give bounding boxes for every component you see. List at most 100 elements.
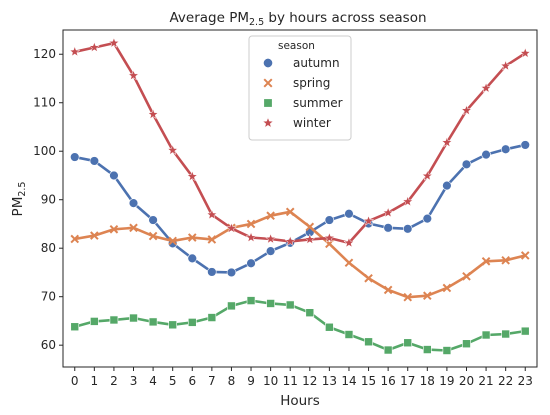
data-point-summer-19	[442, 346, 452, 355]
data-point-spring-15	[364, 273, 373, 283]
legend-item-winter: winter	[262, 116, 331, 130]
data-point-winter-17	[402, 195, 414, 207]
data-point-summer-14	[344, 330, 354, 339]
y-tick-label: 110	[33, 96, 56, 110]
legend-title: season	[278, 40, 315, 52]
data-point-summer-15	[364, 337, 373, 347]
x-tick-label: 11	[283, 374, 298, 388]
x-tick-label: 5	[169, 374, 177, 388]
data-point-winter-23	[519, 47, 531, 59]
legend-item-summer: summer	[263, 96, 343, 110]
x-tick-label: 0	[71, 374, 79, 388]
x-tick-label: 14	[341, 374, 356, 388]
data-point-winter-9	[245, 231, 257, 243]
data-point-winter-14	[343, 236, 355, 248]
data-point-summer-0	[70, 322, 80, 332]
data-point-summer-5	[168, 320, 177, 330]
data-point-winter-5	[167, 144, 179, 156]
data-point-winter-15	[362, 215, 375, 226]
x-tick-label: 21	[478, 374, 493, 388]
x-tick-label: 13	[322, 374, 337, 388]
data-point-winter-3	[127, 69, 140, 81]
data-point-spring-11	[285, 207, 295, 217]
data-point-autumn-10	[265, 246, 276, 256]
data-point-summer-23	[520, 326, 530, 336]
data-point-autumn-13	[324, 215, 335, 225]
legend-label-spring: spring	[293, 76, 330, 90]
data-point-winter-11	[284, 235, 296, 247]
data-point-spring-18	[423, 291, 432, 301]
data-point-summer-13	[325, 322, 334, 332]
data-point-winter-21	[480, 82, 492, 93]
data-point-autumn-18	[422, 213, 433, 224]
legend-item-autumn: autumn	[263, 56, 340, 70]
plot-frame	[62, 29, 538, 368]
legend-label-winter: winter	[293, 116, 331, 130]
data-point-autumn-4	[148, 215, 158, 225]
data-point-spring-21	[481, 256, 491, 266]
x-tick-label: 12	[302, 374, 317, 388]
data-point-winter-12	[304, 233, 316, 245]
legend: season autumn spring summer winter	[248, 35, 352, 141]
data-point-winter-6	[186, 170, 198, 182]
data-point-spring-3	[129, 223, 138, 233]
data-point-autumn-3	[128, 198, 139, 208]
y-axis-label-subscript: 2.5	[17, 182, 28, 197]
data-point-summer-6	[187, 318, 197, 327]
data-point-summer-4	[148, 317, 158, 327]
chart-title: Average PM2.5 by hours across season	[169, 10, 426, 28]
data-point-spring-12	[305, 222, 315, 232]
data-point-winter-7	[206, 208, 218, 220]
y-tick-label: 60	[41, 338, 56, 352]
data-point-spring-4	[148, 231, 158, 241]
data-point-summer-22	[501, 329, 510, 339]
data-point-autumn-9	[246, 258, 256, 268]
y-tick-label: 80	[41, 241, 56, 255]
data-point-spring-10	[266, 211, 275, 221]
data-point-spring-0	[70, 234, 80, 244]
legend-marker-spring	[263, 78, 273, 88]
data-point-spring-5	[168, 236, 177, 246]
x-tick-label: 18	[420, 374, 435, 388]
data-point-autumn-8	[226, 267, 237, 278]
data-point-autumn-14	[344, 209, 354, 219]
data-point-summer-20	[462, 339, 471, 349]
data-point-spring-7	[207, 235, 217, 244]
data-point-autumn-7	[207, 267, 217, 277]
x-tick-label: 22	[498, 374, 513, 388]
data-point-summer-17	[403, 338, 413, 348]
series-winter	[69, 37, 531, 248]
x-tick-label: 19	[439, 374, 454, 388]
x-tick-label: 8	[228, 374, 236, 388]
data-point-summer-12	[305, 308, 315, 317]
data-point-spring-17	[403, 292, 413, 302]
data-point-summer-10	[266, 299, 275, 308]
data-point-spring-14	[344, 258, 354, 268]
data-point-summer-11	[285, 300, 295, 310]
x-tick-label: 16	[380, 374, 395, 388]
data-point-autumn-23	[520, 140, 530, 150]
data-point-autumn-20	[461, 159, 472, 170]
data-point-spring-16	[383, 285, 393, 295]
data-point-summer-16	[383, 345, 393, 355]
x-tick-label: 20	[459, 374, 474, 388]
x-tick-label: 3	[130, 374, 138, 388]
chart-title-subscript: 2.5	[249, 17, 264, 28]
data-point-summer-3	[129, 313, 138, 323]
x-tick-label: 7	[208, 374, 216, 388]
x-tick-label: 1	[91, 374, 99, 388]
legend-marker-winter	[262, 116, 274, 128]
data-point-winter-22	[500, 59, 512, 71]
x-tick-label: 23	[518, 374, 533, 388]
legend-marker-summer	[263, 98, 273, 108]
x-tick-label: 15	[361, 374, 376, 388]
data-point-autumn-21	[481, 149, 491, 160]
data-point-autumn-6	[187, 253, 197, 264]
series-summer	[70, 296, 530, 355]
data-point-summer-21	[481, 330, 491, 340]
data-point-autumn-22	[500, 144, 511, 154]
data-point-winter-8	[225, 222, 238, 234]
data-point-summer-7	[207, 313, 217, 322]
data-point-summer-9	[246, 296, 256, 305]
